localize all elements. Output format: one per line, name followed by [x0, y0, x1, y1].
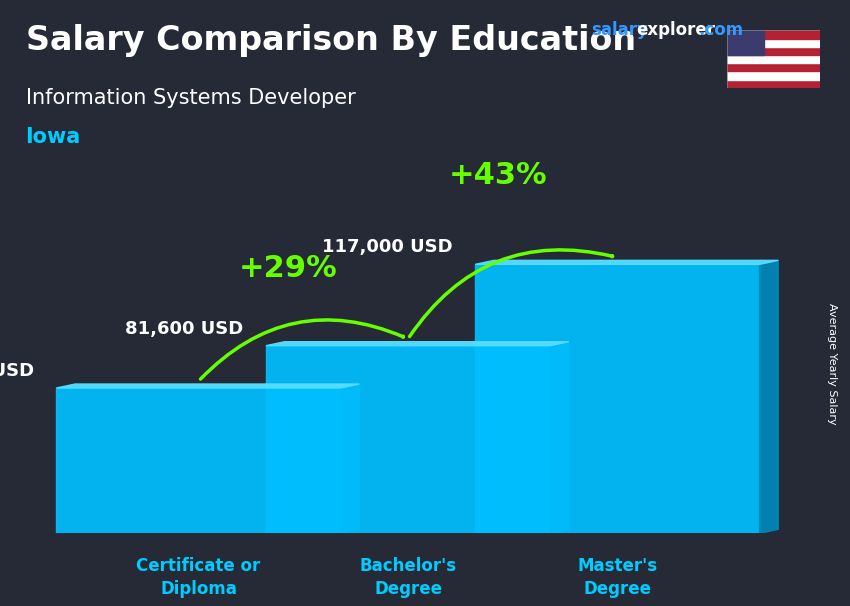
Bar	[727, 55, 820, 63]
Polygon shape	[550, 342, 569, 533]
Bar	[727, 30, 764, 55]
Bar	[727, 47, 820, 55]
Bar	[727, 72, 820, 79]
Text: Salary Comparison By Education: Salary Comparison By Education	[26, 24, 636, 57]
FancyArrowPatch shape	[201, 320, 404, 379]
FancyArrowPatch shape	[410, 250, 613, 336]
Bar	[727, 30, 820, 39]
Text: 117,000 USD: 117,000 USD	[322, 238, 453, 256]
Bar	[475, 264, 760, 533]
Text: +43%: +43%	[449, 161, 547, 190]
Polygon shape	[56, 384, 360, 388]
Bar	[727, 39, 820, 47]
Polygon shape	[266, 342, 569, 345]
Text: explorer: explorer	[636, 21, 715, 39]
Text: Master's
Degree: Master's Degree	[577, 556, 658, 598]
Bar	[727, 63, 820, 72]
Bar	[266, 345, 550, 533]
Polygon shape	[760, 261, 779, 533]
Text: +29%: +29%	[239, 254, 337, 283]
Text: Certificate or
Diploma: Certificate or Diploma	[137, 556, 261, 598]
Bar	[727, 79, 820, 88]
Text: Average Yearly Salary: Average Yearly Salary	[827, 303, 837, 424]
Bar	[56, 388, 341, 533]
Text: Bachelor's
Degree: Bachelor's Degree	[360, 556, 456, 598]
Polygon shape	[475, 261, 779, 264]
Text: .com: .com	[699, 21, 744, 39]
Polygon shape	[341, 384, 360, 533]
Text: salary: salary	[591, 21, 648, 39]
Text: 63,200 USD: 63,200 USD	[0, 362, 34, 380]
Text: 81,600 USD: 81,600 USD	[125, 320, 243, 338]
Text: Information Systems Developer: Information Systems Developer	[26, 88, 355, 108]
Text: Iowa: Iowa	[26, 127, 81, 147]
